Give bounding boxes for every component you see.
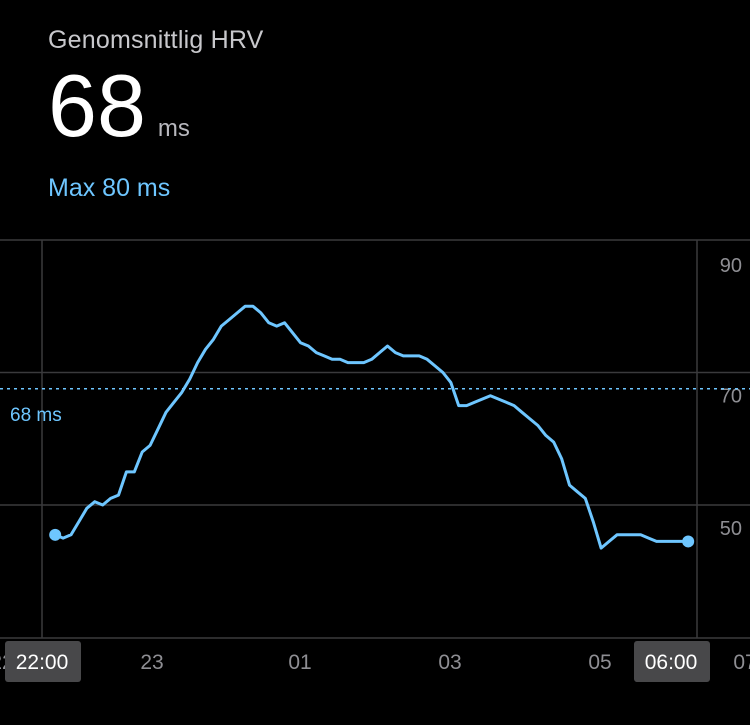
average-label: 68 ms [10,405,62,426]
y-tick-label: 90 [720,255,742,277]
metric-value: 68 [48,56,146,155]
x-tick-highlight [5,641,81,682]
y-tick-label: 50 [720,518,742,540]
x-tick-label: 03 [438,651,461,674]
metric-value-row: 68 ms [48,62,190,150]
x-tick-label: 05 [588,651,611,674]
x-tick-label: 01 [288,651,311,674]
metric-unit: ms [157,115,190,142]
x-tick-label: 06:00 [645,651,698,674]
x-tick-highlight [634,641,710,682]
series-start-point [49,528,62,541]
hrv-series-line [53,304,690,550]
metric-title: Genomsnittlig HRV [48,26,264,54]
metric-max: Max 80 ms [48,174,171,202]
x-tick-label: 22:00 [16,651,69,674]
y-tick-label: 70 [720,386,742,408]
x-tick-label: 07 [733,651,750,674]
x-tick-label: 23 [140,651,163,674]
series-end-point [682,535,695,548]
